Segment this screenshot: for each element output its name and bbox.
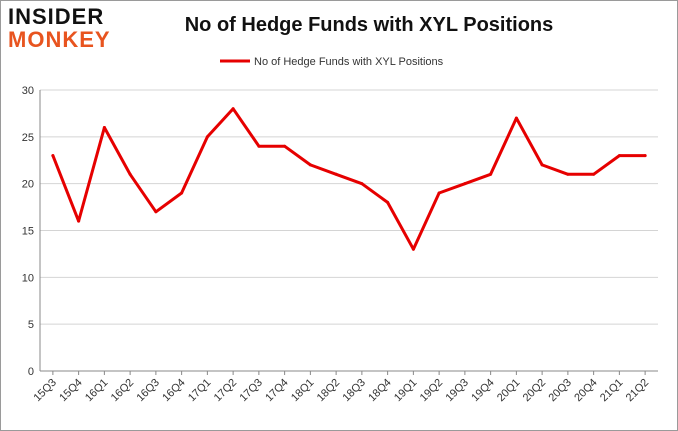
x-tick-label: 21Q1 bbox=[598, 377, 626, 405]
data-point bbox=[386, 200, 390, 204]
x-tick-label: 17Q2 bbox=[212, 377, 240, 405]
x-tick-label: 20Q2 bbox=[521, 377, 549, 405]
x-tick-label: 19Q3 bbox=[443, 377, 471, 405]
data-point bbox=[51, 154, 55, 158]
data-point bbox=[102, 125, 106, 129]
logo-line-1: INSIDER bbox=[8, 4, 105, 29]
y-tick-label: 5 bbox=[28, 319, 34, 331]
x-tick-label: 16Q1 bbox=[83, 377, 111, 405]
y-tick-label: 0 bbox=[28, 366, 34, 378]
y-tick-label: 15 bbox=[22, 226, 34, 238]
data-point bbox=[180, 191, 184, 195]
data-point bbox=[308, 163, 312, 167]
x-tick-label: 19Q2 bbox=[418, 377, 446, 405]
x-tick-label: 16Q3 bbox=[134, 377, 162, 405]
data-point bbox=[540, 163, 544, 167]
data-point bbox=[231, 107, 235, 111]
x-tick-label: 16Q2 bbox=[109, 377, 137, 405]
data-point bbox=[128, 172, 132, 176]
y-tick-label: 30 bbox=[22, 85, 34, 97]
logo-line-2: MONKEY bbox=[8, 27, 111, 52]
chart-title: No of Hedge Funds with XYL Positions bbox=[184, 14, 554, 36]
x-tick-label: 20Q3 bbox=[546, 377, 574, 405]
y-axis: 0 5 10 15 20 25 30 bbox=[22, 85, 41, 378]
data-point bbox=[257, 144, 261, 148]
series-line bbox=[51, 107, 647, 251]
data-point bbox=[205, 135, 209, 139]
series-layer bbox=[51, 107, 647, 251]
grid-lines bbox=[40, 89, 658, 372]
data-point bbox=[437, 191, 441, 195]
data-point bbox=[154, 210, 158, 214]
x-tick-label: 16Q4 bbox=[160, 377, 188, 405]
y-tick-label: 20 bbox=[22, 179, 34, 191]
data-point bbox=[77, 219, 81, 223]
data-point bbox=[514, 116, 518, 120]
x-tick-label: 20Q1 bbox=[495, 377, 523, 405]
data-point bbox=[617, 154, 621, 158]
legend: No of Hedge Funds with XYL Positions bbox=[220, 56, 444, 68]
data-point bbox=[411, 247, 415, 251]
x-tick-label: 17Q4 bbox=[263, 377, 291, 405]
data-point bbox=[334, 172, 338, 176]
data-point bbox=[489, 172, 493, 176]
data-point bbox=[463, 182, 467, 186]
x-tick-label: 20Q4 bbox=[572, 377, 600, 405]
data-point bbox=[643, 154, 647, 158]
x-tick-label: 21Q2 bbox=[624, 377, 652, 405]
legend-label: No of Hedge Funds with XYL Positions bbox=[254, 56, 444, 68]
x-tick-label: 18Q2 bbox=[315, 377, 343, 405]
data-point bbox=[283, 144, 287, 148]
data-point bbox=[592, 172, 596, 176]
x-tick-label: 17Q3 bbox=[237, 377, 265, 405]
y-tick-label: 25 bbox=[22, 132, 34, 144]
data-point bbox=[360, 182, 364, 186]
x-tick-label: 17Q1 bbox=[186, 377, 214, 405]
x-tick-label: 15Q3 bbox=[31, 377, 59, 405]
insider-monkey-logo: INSIDER MONKEY bbox=[8, 6, 111, 51]
data-point bbox=[566, 172, 570, 176]
x-tick-label: 18Q4 bbox=[366, 377, 394, 405]
x-tick-label: 18Q3 bbox=[340, 377, 368, 405]
x-tick-label: 19Q1 bbox=[392, 377, 420, 405]
y-tick-label: 10 bbox=[22, 272, 34, 284]
x-tick-label: 19Q4 bbox=[469, 377, 497, 405]
x-tick-label: 15Q4 bbox=[57, 377, 85, 405]
x-tick-label: 18Q1 bbox=[289, 377, 317, 405]
x-axis: 15Q315Q416Q116Q216Q316Q417Q117Q217Q317Q4… bbox=[31, 370, 658, 405]
